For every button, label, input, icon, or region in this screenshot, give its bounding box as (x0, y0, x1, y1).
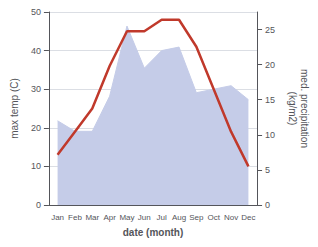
svg-text:0: 0 (36, 200, 41, 210)
svg-text:Dec: Dec (241, 213, 255, 222)
svg-text:0: 0 (265, 200, 270, 210)
svg-text:max temp (C): max temp (C) (9, 78, 20, 139)
svg-text:10: 10 (31, 161, 41, 171)
svg-text:50: 50 (31, 7, 41, 17)
svg-text:Oct: Oct (207, 213, 220, 222)
svg-text:40: 40 (31, 46, 41, 56)
svg-text:30: 30 (31, 84, 41, 94)
svg-text:25: 25 (265, 25, 275, 35)
svg-text:med. precipitation: med. precipitation (299, 69, 310, 148)
svg-text:date (month): date (month) (123, 227, 184, 238)
svg-text:20: 20 (265, 60, 275, 70)
svg-text:May: May (119, 213, 134, 222)
svg-text:15: 15 (265, 95, 275, 105)
svg-text:Mar: Mar (85, 213, 99, 222)
svg-text:Jan: Jan (51, 213, 64, 222)
svg-text:Feb: Feb (68, 213, 82, 222)
svg-text:Nov: Nov (224, 213, 238, 222)
svg-text:(kg/m2): (kg/m2) (287, 92, 298, 126)
svg-text:5: 5 (265, 165, 270, 175)
svg-text:Aug: Aug (172, 213, 186, 222)
svg-text:Sep: Sep (189, 213, 204, 222)
svg-text:Jul: Jul (157, 213, 167, 222)
svg-text:Apr: Apr (103, 213, 116, 222)
svg-text:20: 20 (31, 123, 41, 133)
svg-text:10: 10 (265, 130, 275, 140)
svg-text:Jun: Jun (138, 213, 151, 222)
